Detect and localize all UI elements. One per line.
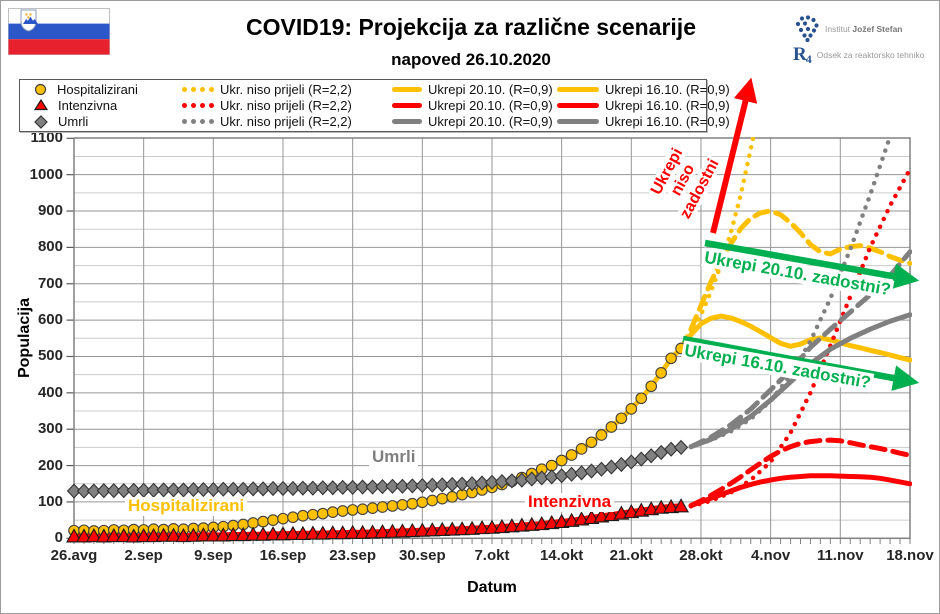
x-tick-label: 16.sep — [259, 547, 307, 564]
y-tick-label: 900 — [37, 202, 63, 220]
x-tick-label: 23.sep — [329, 547, 376, 564]
legend-scenario-label: Ukr. niso prijeli (R=2,2) — [220, 97, 352, 113]
x-tick-label: 18.nov — [886, 547, 934, 564]
legend-scenario-label: Ukrepi 16.10. (R=0,9) — [605, 97, 730, 113]
y-axis-title: Populacija — [16, 297, 33, 379]
slovenia-coat-of-arms-icon — [20, 9, 38, 32]
legend-triangle-marker-icon — [34, 99, 48, 111]
x-tick-label: 26.avg — [50, 547, 98, 564]
x-axis-title: Datum — [467, 579, 517, 596]
y-tick-label: 800 — [37, 238, 63, 256]
legend-series-label: Hospitalizirani — [57, 81, 138, 97]
ijs-logo-text: Institut Jožef Stefan — [825, 24, 903, 34]
legend-series-label: Intenzivna — [58, 97, 118, 113]
x-tick-label: 2.sep — [124, 547, 163, 564]
legend-dotted-line-icon — [182, 119, 214, 125]
x-tick-label: 30.sep — [398, 547, 446, 564]
y-tick-label: 200 — [37, 456, 63, 474]
legend-solid-hospitalizirani: Ukrepi 16.10. (R=0,9) — [545, 81, 730, 97]
series-label-intenzivna: Intenzivna — [525, 492, 615, 512]
projection-solid-intenzivna — [688, 473, 912, 509]
series-label-hospitalizirani: Hospitalizirani — [125, 496, 248, 516]
page-subtitle: napoved 26.10.2020 — [391, 50, 551, 69]
arrow-ukrepi-niso-zadostni — [710, 77, 758, 234]
y-tick-label: 700 — [37, 274, 63, 292]
data-markers — [66, 342, 690, 543]
legend-scenario-label: Ukr. niso prijeli (R=2,2) — [220, 81, 352, 97]
x-tick-label: 4.nov — [751, 547, 791, 564]
x-tick-label: 9.sep — [194, 547, 233, 564]
legend-row-umrli: Umrli — [20, 114, 170, 130]
legend-circle-marker-icon — [34, 83, 47, 95]
legend-scenario-label: Ukrepi 20.10. (R=0,9) — [428, 114, 553, 130]
x-tick-label: 28.okt — [679, 547, 723, 564]
legend-scenario-label: Ukrepi 16.10. (R=0,9) — [605, 114, 730, 130]
legend-dotted-hospitalizirani: Ukr. niso prijeli (R=2,2) — [170, 81, 380, 97]
ijs-name: Jožef Stefan — [852, 23, 903, 34]
legend-scenario-label: Ukrepi 20.10. (R=0,9) — [428, 97, 553, 113]
y-tick-label: 300 — [37, 420, 63, 438]
ijs-logo: Institut Jožef Stefan — [794, 15, 903, 42]
axis-tick-marks — [66, 137, 911, 544]
projection-solid-hospitalizirani — [678, 313, 912, 363]
page-title: COVID19: Projekcija za različne scenarij… — [245, 14, 696, 40]
y-tick-label: 0 — [54, 529, 63, 547]
legend-series-label: Umrli — [58, 114, 89, 130]
legend-dashed-umrli: Ukrepi 20.10. (R=0,9) — [380, 114, 553, 130]
slovenia-flag-icon — [8, 8, 110, 55]
x-tick-label: 7.okt — [474, 547, 510, 564]
projection-dotted-intenzivna — [688, 166, 912, 509]
legend-dashed-line-icon — [392, 102, 422, 108]
r4-logo: R4 Odsek za reaktorsko tehniko — [793, 45, 924, 65]
r4-letter-icon: R4 — [793, 44, 812, 66]
legend-diamond-marker-icon — [34, 114, 48, 129]
y-tick-label: 600 — [37, 311, 63, 329]
ijs-dots-icon — [795, 15, 819, 42]
legend-dashed-intenzivna: Ukrepi 20.10. (R=0,9) — [380, 97, 553, 113]
legend-dotted-line-icon — [182, 102, 214, 108]
legend-scenario-label: Ukrepi 20.10. (R=0,9) — [428, 81, 553, 97]
legend-solid-line-icon — [557, 86, 599, 92]
x-tick-label: 14.okt — [539, 547, 584, 564]
y-tick-label: 500 — [37, 347, 63, 365]
r4-department-text: Odsek za reaktorsko tehniko — [816, 50, 925, 60]
legend-dashed-hospitalizirani: Ukrepi 20.10. (R=0,9) — [380, 81, 553, 97]
legend-solid-intenzivna: Ukrepi 16.10. (R=0,9) — [545, 97, 730, 113]
y-tick-label: 100 — [37, 492, 63, 510]
legend-dotted-intenzivna: Ukr. niso prijeli (R=2,2) — [170, 97, 380, 113]
legend-solid-line-icon — [557, 119, 599, 125]
projection-dashed-intenzivna — [688, 437, 912, 509]
legend-scenario-label: Ukrepi 16.10. (R=0,9) — [605, 81, 730, 97]
chart-legend: Hospitalizirani Ukr. niso prijeli (R=2,2… — [19, 79, 730, 132]
legend-row-hospitalizirani: Hospitalizirani — [20, 81, 170, 97]
legend-row-intenzivna: Intenzivna — [20, 97, 170, 113]
x-tick-label: 21.okt — [609, 547, 653, 564]
series-label-umrli: Umrli — [369, 447, 419, 467]
arrow-ukrepi-2010-zadostni — [704, 239, 920, 290]
ijs-prefix: Institut — [825, 23, 851, 34]
legend-dashed-line-icon — [392, 86, 422, 92]
y-tick-label: 1000 — [29, 165, 63, 183]
legend-dotted-umrli: Ukr. niso prijeli (R=2,2) — [170, 114, 380, 130]
legend-solid-line-icon — [557, 102, 599, 108]
legend-dashed-line-icon — [392, 119, 422, 125]
legend-scenario-label: Ukr. niso prijeli (R=2,2) — [220, 114, 352, 130]
legend-dotted-line-icon — [182, 86, 214, 92]
legend-solid-umrli: Ukrepi 16.10. (R=0,9) — [545, 114, 730, 130]
y-tick-label: 400 — [37, 383, 63, 401]
plot-border — [73, 137, 911, 540]
x-tick-label: 11.nov — [816, 547, 864, 564]
y-tick-label: 1100 — [30, 129, 63, 147]
